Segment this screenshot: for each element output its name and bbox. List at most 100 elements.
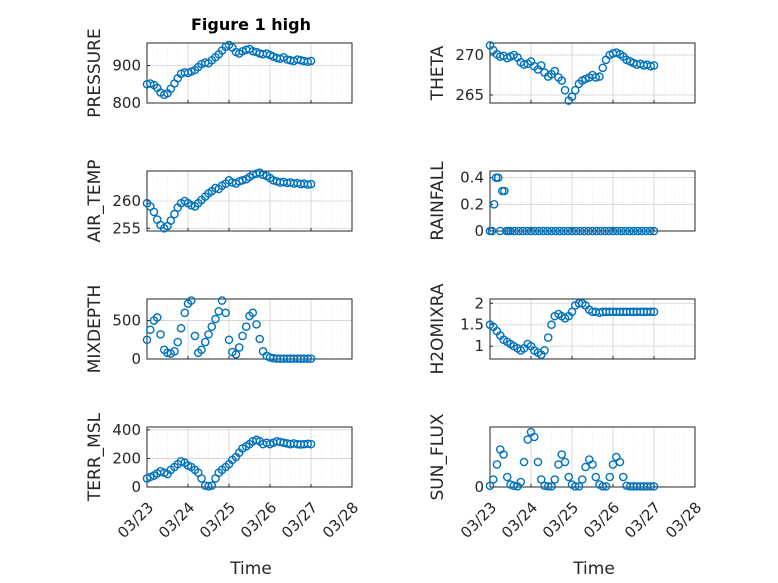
data-point	[306, 56, 316, 66]
data-point	[555, 226, 565, 236]
y-tick-label: 200	[112, 449, 141, 467]
data-point	[641, 226, 651, 236]
data-point	[200, 337, 210, 347]
y-tick-label: 0	[474, 222, 484, 240]
y-tick-label: 0	[474, 478, 484, 496]
data-point	[600, 226, 610, 236]
y-axis-label: H2OMIXRA	[428, 283, 448, 374]
y-tick-label: 2	[474, 294, 484, 312]
x-tick-label: 03/28	[319, 499, 362, 542]
data-point	[595, 72, 604, 81]
data-point	[522, 226, 532, 236]
data-point	[207, 481, 217, 490]
data-point	[551, 226, 560, 236]
y-axis-label: RAINFALL	[428, 161, 448, 241]
data-point	[495, 226, 505, 236]
y-tick-label: 500	[112, 312, 141, 330]
data-point	[547, 482, 556, 491]
y-tick-label: 800	[112, 94, 141, 112]
data-point	[571, 226, 581, 236]
data-point	[621, 226, 630, 236]
x-tick-label: 03/26	[580, 499, 623, 542]
panel-6: 1 1.5 2 H2OMIXRA	[428, 283, 696, 375]
data-point	[629, 226, 638, 236]
data-point	[570, 482, 580, 491]
y-tick-label: 0	[131, 350, 141, 368]
data-point	[197, 345, 206, 355]
data-point	[539, 226, 548, 236]
data-point	[646, 61, 656, 71]
y-tick-label: 270	[455, 46, 484, 64]
data-point	[604, 226, 614, 236]
data-point	[575, 226, 585, 236]
data-point	[605, 472, 615, 482]
data-point	[584, 226, 593, 236]
data-point	[649, 226, 659, 236]
data-point	[543, 226, 552, 236]
data-point	[306, 439, 316, 449]
x-tick-label: 03/23	[114, 499, 157, 542]
panel-2: 265 270 THETA	[428, 41, 696, 105]
xlabel-right: Time	[572, 559, 615, 579]
data-point	[588, 460, 597, 469]
y-tick-label: 255	[112, 219, 141, 237]
y-axis-label: MIXDEPTH	[85, 285, 105, 374]
y-axis-label: TERR_MSL	[85, 412, 105, 502]
data-point	[519, 457, 529, 467]
data-point	[204, 481, 213, 491]
data-point	[493, 173, 503, 182]
data-point	[258, 170, 268, 180]
data-point	[649, 61, 659, 70]
data-point	[567, 307, 577, 317]
data-point	[186, 296, 196, 305]
x-tick-label: 03/24	[155, 499, 198, 542]
data-point	[487, 226, 497, 236]
data-point	[591, 472, 601, 482]
data-point	[550, 66, 560, 76]
y-axis-label: THETA	[428, 45, 448, 101]
data-point	[649, 482, 659, 491]
data-point	[204, 330, 213, 339]
y-tick-label: 0.2	[460, 195, 484, 213]
data-point	[559, 226, 569, 236]
data-point	[506, 226, 515, 236]
data-point	[646, 307, 656, 317]
data-point	[252, 320, 261, 329]
y-axis-label: PRESSURE	[85, 28, 105, 117]
data-point	[618, 472, 628, 482]
data-point	[248, 308, 258, 318]
data-point	[529, 432, 539, 442]
data-point	[306, 179, 316, 189]
x-tick-label: 03/28	[662, 499, 705, 542]
data-point	[197, 474, 206, 483]
data-point	[557, 76, 567, 85]
data-point	[238, 331, 247, 341]
data-point	[533, 457, 543, 467]
data-point	[612, 226, 622, 236]
data-point	[241, 322, 251, 331]
panel-7: 0 200 400 TERR_MSL 03/2303/2403/2503/2603/27…	[85, 412, 362, 541]
data-point	[500, 186, 509, 196]
data-point	[217, 296, 227, 305]
data-point	[221, 308, 231, 318]
data-point	[173, 337, 183, 347]
data-point	[592, 226, 601, 236]
y-tick-label: 0	[131, 478, 141, 496]
data-point	[142, 335, 152, 345]
data-point	[601, 482, 611, 491]
data-point	[170, 347, 179, 356]
data-point	[591, 73, 601, 82]
y-axis-label: SUN_FLUX	[428, 413, 448, 500]
data-point	[152, 313, 162, 322]
data-point	[306, 354, 316, 363]
data-point	[145, 325, 155, 335]
data-point	[303, 57, 313, 67]
data-point	[543, 333, 553, 342]
data-point	[540, 346, 549, 355]
data-point	[564, 472, 574, 482]
axes-box	[146, 42, 353, 104]
data-point	[646, 482, 656, 491]
axes-box	[146, 426, 353, 488]
